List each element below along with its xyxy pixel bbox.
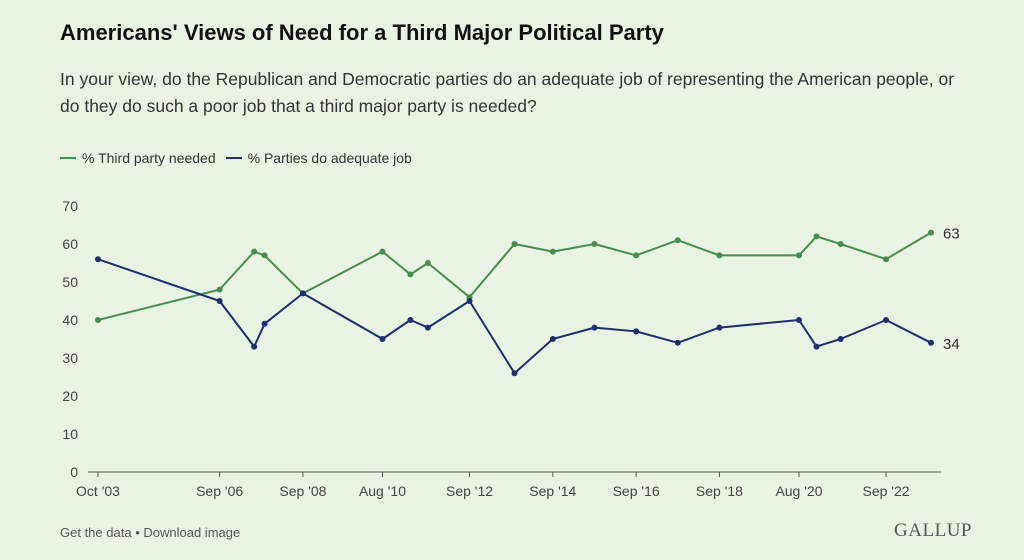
legend-item-adequate: % Parties do adequate job bbox=[225, 150, 412, 166]
gallup-logo: GALLUP bbox=[894, 520, 972, 541]
data-point bbox=[795, 252, 802, 259]
data-point bbox=[716, 252, 723, 259]
x-tick-label: Sep '08 bbox=[279, 483, 326, 499]
data-point bbox=[795, 317, 802, 323]
legend-item-third-party: % Third party needed bbox=[60, 150, 216, 166]
data-point bbox=[466, 298, 473, 304]
data-point bbox=[261, 320, 268, 327]
data-point bbox=[928, 229, 934, 236]
data-point bbox=[424, 324, 431, 331]
legend-swatch-third-party bbox=[60, 157, 76, 159]
chart-subtitle: In your view, do the Republican and Demo… bbox=[60, 69, 955, 116]
footer-separator: • bbox=[135, 525, 140, 540]
x-tick-label: Sep '12 bbox=[446, 483, 493, 499]
x-tick-label: Aug '20 bbox=[775, 483, 822, 499]
data-point bbox=[95, 317, 101, 323]
data-point bbox=[633, 252, 640, 259]
footer-links: Get the data • Download image bbox=[60, 525, 240, 540]
data-point bbox=[837, 241, 844, 247]
y-tick-label: 20 bbox=[62, 388, 78, 404]
data-point bbox=[591, 324, 598, 331]
data-point bbox=[716, 324, 723, 331]
legend-swatch-adequate bbox=[225, 157, 242, 159]
data-point bbox=[674, 237, 681, 244]
y-tick-label: 40 bbox=[62, 312, 78, 328]
data-point bbox=[591, 241, 598, 247]
data-point bbox=[216, 286, 223, 293]
legend-label-adequate: % Parties do adequate job bbox=[247, 150, 412, 166]
legend: % Third party needed % Parties do adequa… bbox=[60, 150, 422, 166]
data-point bbox=[511, 241, 518, 247]
y-tick-label: 50 bbox=[62, 274, 78, 290]
x-tick-label: Sep '14 bbox=[529, 483, 576, 499]
data-point bbox=[674, 339, 681, 346]
end-value-label: 34 bbox=[943, 336, 960, 353]
data-point bbox=[261, 252, 268, 259]
data-point bbox=[379, 336, 386, 342]
data-point bbox=[928, 339, 934, 346]
y-tick-label: 0 bbox=[70, 464, 78, 480]
data-point bbox=[837, 336, 844, 342]
chart-title: Americans' Views of Need for a Third Maj… bbox=[60, 20, 664, 45]
x-tick-label: Sep '16 bbox=[613, 483, 660, 499]
data-point bbox=[95, 256, 101, 263]
get-data-link[interactable]: Get the data bbox=[60, 525, 132, 540]
y-tick-label: 60 bbox=[62, 236, 78, 252]
x-tick-label: Sep '22 bbox=[862, 483, 909, 499]
x-tick-label: Oct '03 bbox=[76, 483, 120, 499]
data-point bbox=[813, 233, 820, 240]
data-point bbox=[251, 343, 258, 350]
download-image-link[interactable]: Download image bbox=[143, 525, 241, 540]
data-point bbox=[407, 317, 414, 323]
data-point bbox=[511, 370, 518, 377]
data-point bbox=[424, 260, 431, 266]
data-point bbox=[549, 336, 556, 342]
series-line-1 bbox=[97, 258, 932, 375]
y-tick-label: 30 bbox=[62, 350, 78, 366]
data-point bbox=[633, 328, 640, 335]
data-point bbox=[251, 248, 258, 255]
x-tick-label: Aug '10 bbox=[359, 483, 406, 499]
data-point bbox=[216, 298, 223, 304]
series-line-0 bbox=[97, 231, 932, 321]
y-tick-label: 10 bbox=[62, 426, 78, 442]
x-tick-label: Sep '06 bbox=[196, 483, 243, 499]
data-point bbox=[407, 271, 414, 278]
legend-label-third-party: % Third party needed bbox=[82, 150, 216, 166]
data-point bbox=[883, 317, 890, 323]
data-point bbox=[883, 256, 890, 263]
data-point bbox=[813, 343, 820, 350]
data-point bbox=[549, 248, 556, 255]
end-value-label: 63 bbox=[943, 226, 960, 243]
y-tick-label: 70 bbox=[62, 198, 78, 214]
data-point bbox=[299, 290, 306, 297]
x-tick-label: Sep '18 bbox=[696, 483, 743, 499]
data-point bbox=[379, 248, 386, 255]
